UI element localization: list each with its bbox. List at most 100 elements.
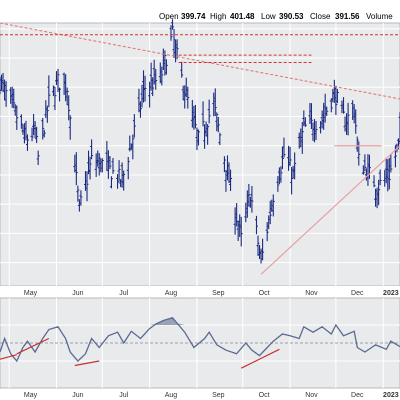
ohlc-bar-174 — [367, 154, 371, 179]
ohlc-bar-18 — [35, 126, 39, 144]
indicator-plot — [0, 317, 400, 369]
ohlc-bar-85 — [180, 61, 184, 78]
ohlc-bar-47 — [97, 153, 101, 176]
month-label-top-7: Dec — [351, 290, 364, 297]
month-label-bottom-6: Nov — [305, 392, 318, 399]
open-value: 399.74 — [181, 12, 206, 21]
ohlc-bar-109 — [229, 169, 233, 192]
ohlc-bar-89 — [186, 86, 190, 109]
ohlc-bar-167 — [354, 109, 358, 134]
month-label-top-8: 2023 — [383, 290, 399, 297]
indicator-line — [0, 317, 400, 363]
ohlc-bar-136 — [288, 146, 292, 167]
ohlc-bar-184 — [389, 154, 393, 173]
month-label-top-5: Oct — [259, 290, 270, 297]
ohlc-bar-121 — [256, 235, 260, 256]
ohlc-bar-101 — [213, 88, 217, 117]
month-label-top-0: May — [24, 290, 38, 297]
high-value: 401.48 — [230, 12, 255, 21]
indicator-divergence-line-3 — [240, 348, 280, 369]
ohlc-bar-158 — [334, 85, 338, 116]
ohlc-bar-41 — [85, 171, 89, 202]
close-value: 391.56 — [335, 12, 360, 21]
ohlc-bar-54 — [111, 158, 115, 174]
ohlc-header: Open 399.74 High 401.48 Low 390.53 Close… — [159, 12, 393, 21]
high-label: High — [210, 12, 226, 21]
ohlc-bar-134 — [282, 137, 286, 158]
indicator-divergence-line-0 — [0, 354, 17, 360]
month-label-top-6: Nov — [305, 290, 318, 297]
ohlc-bar-139 — [293, 152, 297, 180]
ohlc-bar-69 — [143, 75, 147, 102]
ohlc-bar-142 — [300, 121, 304, 154]
ohlc-bar-133 — [280, 146, 284, 170]
trendline-descending-0 — [0, 22, 400, 100]
ohlc-bar-104 — [218, 132, 222, 146]
ohlc-bar-53 — [109, 176, 113, 189]
ohlc-bar-37 — [76, 185, 80, 202]
ohlc-bar-102 — [215, 112, 219, 132]
ohlc-bar-4 — [4, 81, 8, 107]
ohlc-bar-81 — [171, 19, 175, 30]
ohlc-bar-127 — [268, 200, 272, 225]
ohlc-bar-39 — [79, 190, 83, 206]
ohlc-bar-95 — [201, 101, 205, 127]
month-label-top-2: Jul — [119, 290, 128, 297]
ohlc-bar-34 — [68, 115, 72, 140]
ohlc-bar-32 — [65, 87, 69, 106]
ohlc-bar-56 — [117, 160, 121, 182]
close-label: Close — [310, 12, 331, 21]
ohlc-bar-21 — [42, 129, 46, 138]
ohlc-bar-92 — [193, 104, 197, 129]
month-label-top-3: Aug — [165, 290, 178, 297]
month-axis-strip — [0, 286, 400, 298]
ohlc-bar-9 — [15, 105, 19, 130]
ohlc-bar-120 — [254, 215, 258, 235]
ohlc-bar-24 — [47, 75, 51, 108]
ohlc-bar-179 — [378, 169, 382, 186]
low-label: Low — [261, 12, 276, 21]
ohlc-bar-60 — [126, 156, 130, 180]
trendline-support-4 — [260, 145, 400, 275]
price-bars — [0, 19, 400, 264]
ohlc-bar-80 — [169, 25, 173, 41]
ohlc-bar-52 — [108, 156, 112, 170]
price-panel-background — [0, 22, 400, 287]
ohlc-bar-149 — [314, 120, 318, 140]
month-label-bottom-1: Jun — [72, 392, 83, 399]
ohlc-bar-178 — [377, 179, 381, 206]
low-value: 390.53 — [279, 12, 304, 21]
ohlc-bar-154 — [325, 106, 329, 117]
ohlc-bar-99 — [207, 99, 211, 124]
ohlc-bar-49 — [100, 158, 104, 173]
month-label-bottom-5: Oct — [259, 392, 270, 399]
ohlc-bar-43 — [88, 156, 92, 180]
ohlc-bar-66 — [138, 101, 142, 118]
ohlc-bar-125 — [265, 222, 269, 242]
ohlc-bar-74 — [154, 68, 158, 90]
ohlc-bar-15 — [30, 127, 34, 142]
ohlc-bar-117 — [247, 183, 251, 207]
ohlc-bar-155 — [329, 98, 333, 113]
month-label-bottom-4: Sep — [212, 392, 225, 399]
ohlc-bar-64 — [132, 114, 136, 138]
ohlc-bar-144 — [303, 117, 307, 127]
ohlc-bar-98 — [206, 124, 210, 145]
ohlc-bar-164 — [346, 102, 350, 136]
ohlc-bar-29 — [58, 87, 62, 102]
ohlc-bar-124 — [261, 238, 265, 261]
ohlc-bar-175 — [372, 175, 376, 188]
month-label-bottom-3: Aug — [165, 392, 178, 399]
month-label-bottom-2: Jul — [119, 392, 128, 399]
indicator-divergence-line-2 — [74, 360, 100, 367]
ohlc-bar-103 — [216, 116, 220, 133]
ohlc-bar-159 — [335, 88, 339, 104]
ohlc-bar-20 — [41, 117, 45, 140]
ohlc-bar-76 — [160, 66, 164, 86]
ohlc-bar-94 — [196, 129, 200, 146]
ohlc-bar-7 — [12, 88, 16, 109]
ohlc-bar-129 — [271, 194, 275, 217]
ohlc-bar-114 — [239, 216, 243, 247]
ohlc-bar-14 — [25, 134, 29, 151]
